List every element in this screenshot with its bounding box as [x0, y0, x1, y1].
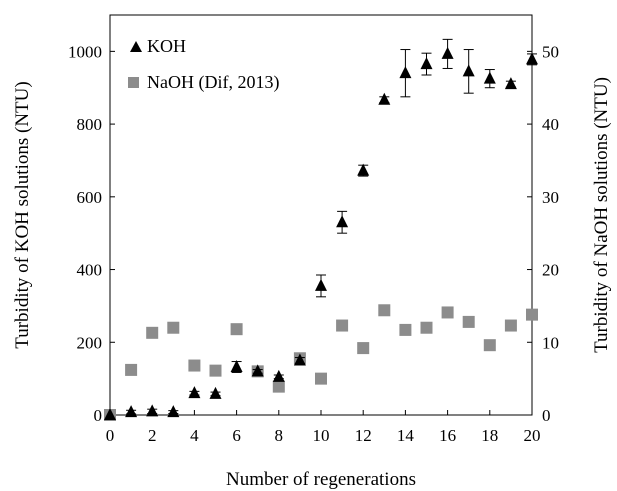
koh-point — [251, 364, 264, 377]
koh-point — [230, 360, 243, 372]
y-right-tick-label: 20 — [542, 261, 559, 280]
x-axis-title: Number of regenerations — [226, 469, 416, 490]
y-left-tick-label: 200 — [77, 333, 103, 352]
koh-point — [399, 66, 412, 79]
koh-point — [188, 386, 201, 399]
x-tick-label: 14 — [397, 426, 415, 445]
naoh-point — [357, 342, 370, 355]
y-left-tick-label: 600 — [77, 188, 103, 207]
naoh-point — [209, 364, 222, 377]
naoh-point — [336, 319, 349, 332]
x-tick-label: 20 — [524, 426, 541, 445]
x-tick-label: 2 — [148, 426, 157, 445]
x-tick-label: 0 — [106, 426, 115, 445]
y-right-tick-label: 40 — [542, 115, 559, 134]
x-tick-label: 8 — [275, 426, 284, 445]
naoh-point — [462, 315, 475, 328]
x-tick-label: 16 — [439, 426, 456, 445]
legend-naoh-label: NaOH (Dif, 2013) — [147, 72, 279, 93]
x-tick-label: 6 — [232, 426, 241, 445]
legend: KOH NaOH (Dif, 2013) — [128, 36, 279, 93]
naoh-point — [315, 372, 327, 385]
naoh-point — [146, 326, 159, 339]
y-left-tick-label: 0 — [94, 406, 103, 425]
naoh-point — [188, 359, 201, 372]
naoh-point — [420, 321, 433, 334]
naoh-point — [272, 380, 285, 393]
naoh-point — [441, 306, 454, 319]
y-right-tick-label: 0 — [542, 406, 551, 425]
naoh-point — [230, 323, 243, 336]
koh-point — [483, 71, 496, 84]
legend-koh-marker — [130, 41, 142, 52]
y-axis-left-title: Turbidity of KOH solutions (NTU) — [12, 81, 33, 348]
y-left-tick-label: 1000 — [68, 42, 102, 61]
series-naoh — [104, 304, 538, 421]
koh-point — [336, 215, 349, 228]
naoh-point — [526, 308, 538, 321]
naoh-point — [504, 319, 517, 332]
legend-naoh-marker — [128, 77, 139, 88]
koh-point — [146, 404, 159, 417]
y-right-tick-label: 10 — [542, 333, 559, 352]
koh-point — [125, 405, 138, 418]
y-axis-left: 0 200 400 600 800 1000 — [68, 42, 115, 425]
naoh-point — [378, 304, 391, 317]
koh-point — [272, 369, 285, 382]
naoh-point — [167, 321, 180, 334]
legend-koh-label: KOH — [147, 36, 186, 56]
y-left-tick-label: 800 — [77, 115, 103, 134]
y-axis-right: 0 10 20 30 40 50 — [527, 42, 559, 425]
koh-point — [462, 64, 475, 77]
x-tick-label: 12 — [355, 426, 372, 445]
koh-point — [104, 408, 116, 420]
koh-point — [526, 52, 538, 65]
naoh-point — [483, 339, 496, 352]
y-axis-right-title: Turbidity of NaOH solutions (NTU) — [591, 77, 612, 353]
koh-point — [293, 353, 306, 366]
koh-point — [441, 46, 454, 59]
koh-point — [504, 77, 517, 90]
y-left-tick-label: 400 — [77, 261, 103, 280]
naoh-point — [399, 323, 412, 336]
x-tick-label: 10 — [313, 426, 330, 445]
koh-point — [357, 163, 370, 176]
y-right-tick-label: 30 — [542, 188, 559, 207]
koh-point — [420, 57, 433, 70]
series-koh — [104, 38, 538, 420]
koh-point — [167, 405, 180, 418]
naoh-point — [125, 363, 138, 376]
koh-point — [209, 386, 222, 399]
x-tick-label: 4 — [190, 426, 199, 445]
koh-point — [378, 92, 391, 105]
x-axis: 0 2 4 6 8 10 12 14 16 18 20 — [106, 410, 541, 445]
x-tick-label: 18 — [481, 426, 498, 445]
koh-point — [315, 278, 327, 291]
y-right-tick-label: 50 — [542, 42, 559, 61]
